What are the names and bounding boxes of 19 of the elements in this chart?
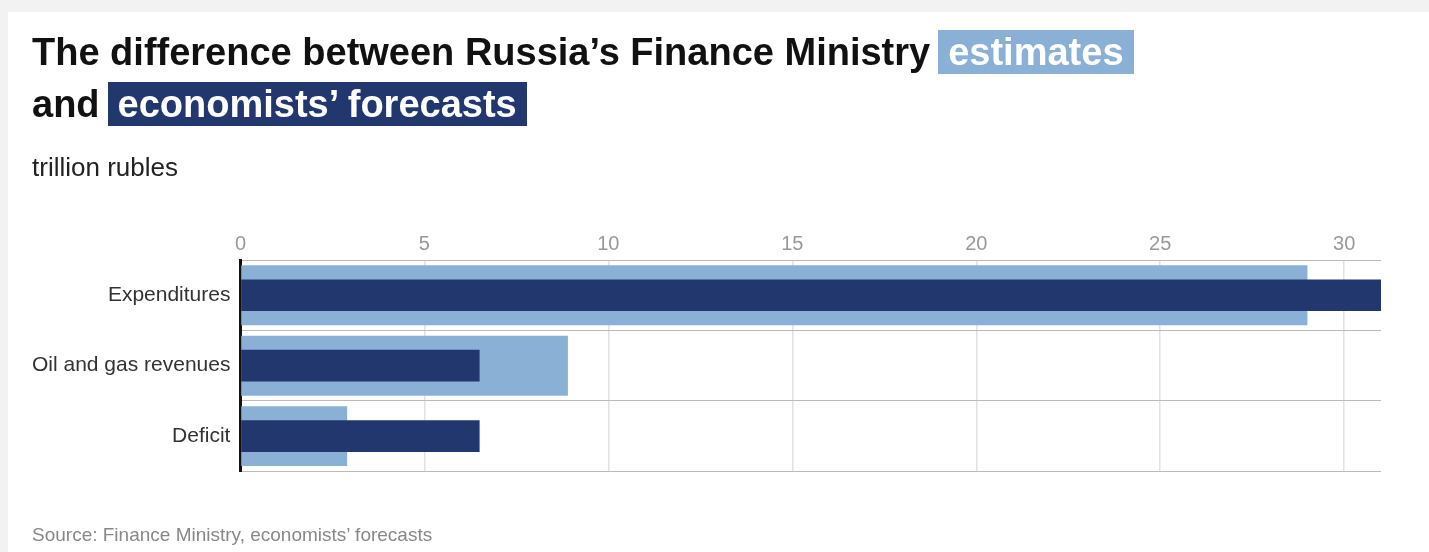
- x-tick-label: 15: [781, 231, 804, 254]
- x-tick-label: 20: [965, 231, 988, 254]
- text: and: [32, 83, 100, 125]
- y-tick-label: Expenditures: [107, 282, 231, 306]
- y-tick-label: Deficit: [172, 422, 231, 446]
- bar: [241, 420, 480, 453]
- x-tick-label: 30: [1333, 231, 1356, 254]
- x-tick-label: 10: [597, 231, 620, 254]
- x-tick-label: 0: [234, 231, 247, 254]
- source-note: Source: Finance Ministry, economists’ forecasts: [32, 524, 433, 546]
- y-tick-label: Oil and gas revenues: [31, 352, 231, 376]
- text: economists’ forecasts: [107, 82, 527, 126]
- bar: [241, 349, 480, 382]
- text: estimates: [938, 30, 1134, 74]
- chart-title: The difference between Russia’s Finance Ministry: [32, 31, 931, 73]
- chart-subtitle: trillion rubles: [32, 152, 178, 183]
- x-tick-label: 5: [418, 231, 430, 254]
- x-tick-label: 25: [1149, 231, 1172, 254]
- bar: [241, 279, 1381, 312]
